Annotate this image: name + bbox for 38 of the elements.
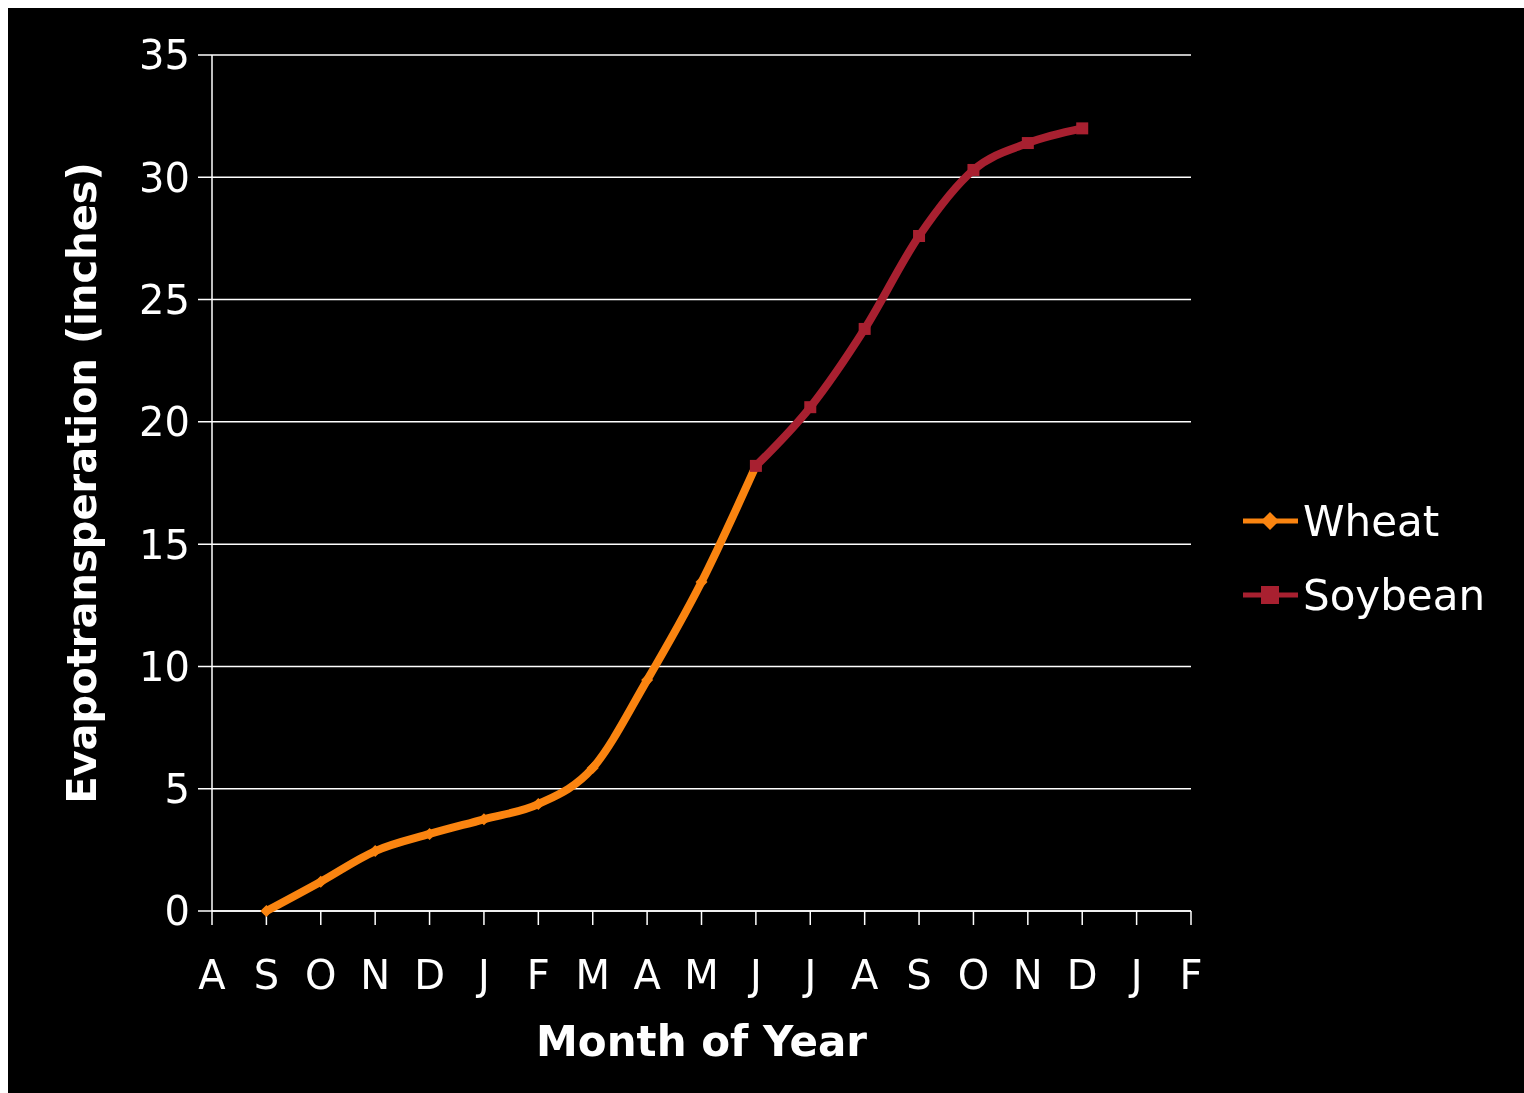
y-axis-title: Evapotransperation (inches)	[59, 162, 105, 804]
legend-label: Wheat	[1303, 497, 1440, 547]
point	[913, 229, 926, 242]
point	[1076, 122, 1089, 135]
x-tick-label: F	[1179, 952, 1203, 998]
point	[586, 761, 599, 774]
x-axis-title: Month of Year	[536, 1017, 868, 1066]
y-tick-label: 25	[139, 276, 190, 323]
x-tick-label: M	[575, 952, 610, 998]
x-tick-label: O	[957, 952, 990, 998]
x-tick-label: M	[684, 952, 719, 998]
y-tick-label: 20	[139, 399, 190, 446]
x-tick-label: N	[1012, 952, 1043, 998]
y-tick-label: 35	[139, 32, 190, 79]
x-tick-label: O	[305, 952, 337, 998]
x-tick-label: J	[1127, 952, 1143, 998]
x-tick-label: J	[475, 952, 490, 998]
y-tick-label: 10	[139, 643, 190, 690]
point	[1021, 137, 1034, 150]
point	[967, 163, 980, 176]
x-tick-label: A	[850, 952, 879, 998]
x-tick-label: A	[198, 952, 227, 998]
x-tick-label: S	[906, 952, 932, 998]
point	[804, 401, 817, 414]
y-tick-label: 30	[139, 154, 190, 201]
x-tick-label: D	[414, 952, 445, 998]
x-tick-label: D	[1066, 952, 1098, 998]
x-tick-label: J	[746, 952, 762, 998]
point	[858, 322, 871, 335]
x-tick-label: S	[253, 952, 280, 998]
x-tick-label: F	[526, 952, 550, 998]
y-tick-label: 0	[164, 888, 190, 935]
x-tick-label: N	[360, 952, 391, 998]
legend-label: Soybean	[1303, 571, 1486, 621]
x-tick-label: A	[633, 952, 662, 998]
y-tick-label: 15	[139, 521, 190, 568]
x-tick-label: J	[801, 952, 817, 998]
y-tick-label: 5	[164, 766, 190, 813]
